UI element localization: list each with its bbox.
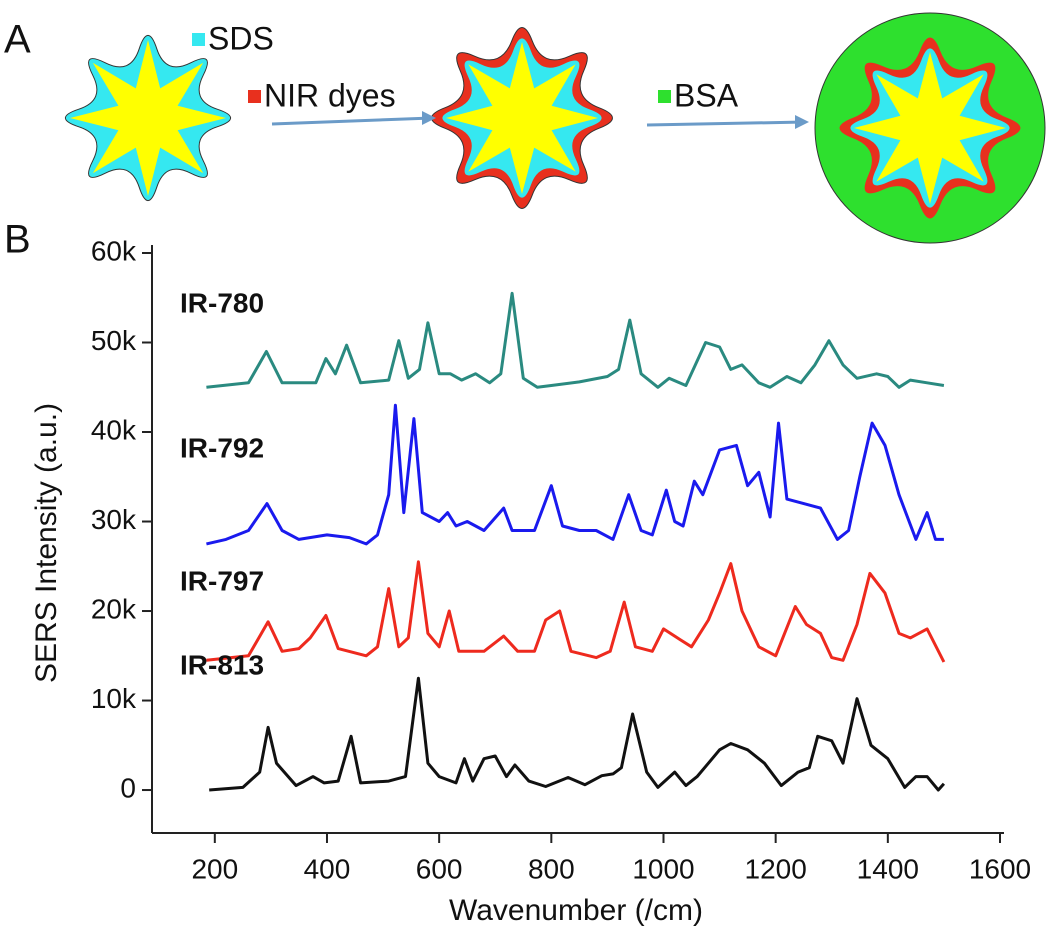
series-label: IR-780 [180,287,264,318]
arrow-head [795,115,809,129]
x-tick-label: 800 [528,853,575,884]
core [854,52,1006,204]
y-axis-title: SERS Intensity (a.u.) [30,403,63,683]
x-axis-title: Wavenumber (/cm) [449,894,703,927]
x-tick-label: 1200 [745,853,807,884]
y-tick-label: 30k [91,504,137,535]
series-label: IR-792 [180,432,264,463]
x-tick-label: 1600 [969,853,1031,884]
legend-swatch [192,33,205,46]
series-line [206,291,945,389]
panel-label: A [4,18,31,62]
series-label: IR-797 [180,565,264,596]
arrow [646,120,806,127]
series-label: IR-813 [180,649,264,680]
y-tick-label: 60k [91,235,137,266]
panel-label: B [4,218,31,262]
arrow [271,116,433,126]
y-tick-label: 40k [91,414,137,445]
x-tick-label: 200 [191,853,238,884]
core [446,42,598,194]
series-line [206,560,946,663]
legend-swatch [658,90,671,103]
legend-text: NIR dyes [264,77,396,113]
y-tick-label: 20k [91,593,137,624]
x-tick-label: 1000 [632,853,694,884]
diagram: SDS NIR dyes BSA [64,12,1046,244]
x-tick-label: 600 [416,853,463,884]
arrow-head [422,111,436,125]
y-tick-label: 0 [120,772,136,803]
legend-text: SDS [208,20,274,56]
legend-swatch [248,90,261,103]
x-tick-label: 1400 [857,853,919,884]
series-line [206,403,944,546]
series-line [209,676,946,792]
y-tick-label: 50k [91,325,137,356]
core [70,40,226,196]
x-tick-label: 400 [304,853,351,884]
y-tick-label: 10k [91,683,137,714]
legend-text: BSA [674,77,739,113]
